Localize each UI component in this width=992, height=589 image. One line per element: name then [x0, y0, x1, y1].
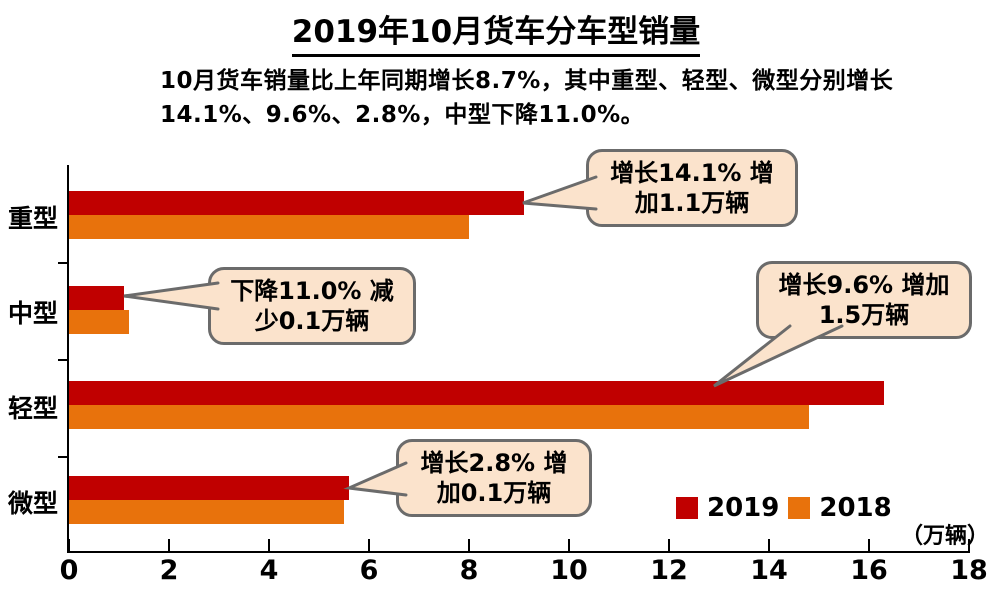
x-axis-label-14: 14 — [750, 555, 788, 586]
legend: 2019 2018 — [676, 493, 892, 523]
bar-重型-2018 — [69, 215, 469, 239]
y-axis-line — [67, 165, 69, 553]
callout-medium-line2: 少0.1万辆 — [254, 307, 370, 335]
x-axis-label-18: 18 — [950, 555, 988, 586]
x-axis-label-2: 2 — [159, 555, 179, 586]
category-label-重型: 重型 — [7, 204, 58, 233]
x-axis-line — [67, 551, 970, 553]
y-axis-tick — [58, 359, 67, 361]
chart-subtitle: 10月货车销量比上年同期增长8.7%，其中重型、轻型、微型分别增长 14.1%、… — [160, 64, 893, 132]
bar-重型-2019 — [69, 191, 524, 215]
x-axis-tick-2 — [168, 539, 170, 552]
callout-micro: 增长2.8% 增 加0.1万辆 — [396, 439, 592, 517]
x-axis-tick-8 — [468, 539, 470, 552]
callout-heavy-line2: 加1.1万辆 — [634, 189, 750, 217]
y-axis-tick — [58, 456, 67, 458]
subtitle-line-2: 14.1%、9.6%、2.8%，中型下降11.0%。 — [160, 102, 645, 128]
bar-轻型-2018 — [69, 405, 809, 429]
x-axis-label-16: 16 — [850, 555, 888, 586]
callout-micro-line2: 加0.1万辆 — [436, 479, 552, 507]
x-axis-label-10: 10 — [550, 555, 588, 586]
bar-微型-2019 — [69, 476, 349, 500]
x-axis-label-0: 0 — [59, 555, 79, 586]
bar-微型-2018 — [69, 500, 344, 524]
x-axis-label-12: 12 — [650, 555, 688, 586]
x-axis-tick-12 — [668, 539, 670, 552]
x-axis-tick-4 — [268, 539, 270, 552]
axis-unit-label: （万辆） — [900, 524, 989, 549]
x-axis-tick-14 — [768, 539, 770, 552]
x-axis-tick-18 — [968, 539, 970, 552]
callout-light-line2: 1.5万辆 — [818, 301, 910, 329]
page-title: 2019年10月货车分车型销量 — [0, 6, 992, 57]
category-label-轻型: 轻型 — [7, 394, 58, 423]
callout-heavy-line1: 增长14.1% 增 — [610, 159, 774, 187]
legend-label-2019: 2019 — [707, 493, 780, 523]
callout-medium: 下降11.0% 减 少0.1万辆 — [208, 267, 416, 345]
x-axis-label-4: 4 — [259, 555, 279, 586]
x-axis-label-6: 6 — [359, 555, 379, 586]
legend-label-2018: 2018 — [819, 493, 892, 523]
callout-micro-line1: 增长2.8% 增 — [420, 449, 568, 477]
x-axis-tick-0 — [68, 539, 70, 552]
legend-swatch-2018 — [788, 497, 811, 519]
category-label-微型: 微型 — [7, 489, 58, 518]
bar-中型-2018 — [69, 310, 129, 334]
callout-medium-line1: 下降11.0% 减 — [230, 277, 394, 305]
bar-轻型-2019 — [69, 381, 884, 405]
plot-area — [69, 165, 969, 553]
callout-heavy: 增长14.1% 增 加1.1万辆 — [586, 149, 798, 227]
category-label-中型: 中型 — [7, 299, 58, 328]
x-axis-tick-10 — [568, 539, 570, 552]
x-axis-tick-6 — [368, 539, 370, 552]
page-title-text: 2019年10月货车分车型销量 — [291, 6, 701, 57]
callout-light: 增长9.6% 增加 1.5万辆 — [756, 261, 972, 339]
x-axis-label-8: 8 — [459, 555, 479, 586]
subtitle-line-1: 10月货车销量比上年同期增长8.7%，其中重型、轻型、微型分别增长 — [160, 68, 894, 94]
bar-中型-2019 — [69, 286, 124, 310]
x-axis-tick-16 — [868, 539, 870, 552]
callout-light-line1: 增长9.6% 增加 — [778, 271, 950, 299]
y-axis-tick — [58, 262, 67, 264]
legend-swatch-2019 — [676, 497, 698, 519]
